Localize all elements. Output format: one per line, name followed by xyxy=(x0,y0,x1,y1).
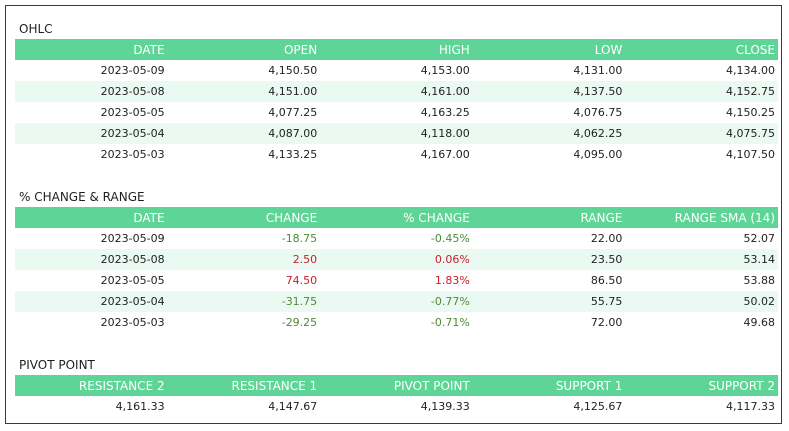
date-cell: 2023-05-04 xyxy=(15,291,168,312)
table-row: 2023-05-05 4,077.25 4,163.25 4,076.75 4,… xyxy=(15,102,778,123)
high-cell: 4,118.00 xyxy=(320,123,473,144)
ohlc-header-open[interactable]: OPEN xyxy=(167,39,321,60)
table-row: 2023-05-05 74.50 1.83% 86.50 53.88 xyxy=(15,270,778,291)
table-row: 2023-05-03 4,133.25 4,167.00 4,095.00 4,… xyxy=(15,144,778,165)
market-data-panel: OHLC DATE OPEN HIGH LOW CLOSE 2023-05-09… xyxy=(5,5,782,424)
table-row: 2023-05-08 4,151.00 4,161.00 4,137.50 4,… xyxy=(15,81,778,102)
low-cell: 4,095.00 xyxy=(573,148,623,161)
table-row: 2023-05-04 4,087.00 4,118.00 4,062.25 4,… xyxy=(15,123,778,144)
pivot-header-support-2[interactable]: SUPPORT 2 xyxy=(625,375,778,396)
open-cell: 4,133.25 xyxy=(268,148,318,161)
change-header-pct-change[interactable]: % CHANGE xyxy=(320,207,473,228)
range-sma-cell: 50.02 xyxy=(625,291,778,312)
resistance-2-cell: 4,161.33 xyxy=(115,400,165,413)
range-cell: 55.75 xyxy=(472,291,626,312)
change-header-range-sma[interactable]: RANGE SMA (14) xyxy=(625,207,778,228)
range-cell: 86.50 xyxy=(590,274,623,287)
close-cell: 4,150.25 xyxy=(726,106,775,119)
date-cell: 2023-05-08 xyxy=(15,81,168,102)
date-cell: 2023-05-09 xyxy=(100,64,165,77)
table-row: 2023-05-03 -29.25 -0.71% 72.00 49.68 xyxy=(15,312,778,333)
pivot-header-support-1[interactable]: SUPPORT 1 xyxy=(472,375,626,396)
high-cell: 4,167.00 xyxy=(420,148,470,161)
high-cell: 4,163.25 xyxy=(420,106,470,119)
close-cell: 4,134.00 xyxy=(726,64,775,77)
pct-change-cell: -0.71% xyxy=(430,316,470,329)
support-2-cell: 4,117.33 xyxy=(726,400,775,413)
open-cell: 4,077.25 xyxy=(268,106,318,119)
table-row: 4,161.33 4,147.67 4,139.33 4,125.67 4,11… xyxy=(15,396,778,417)
pivot-header-resistance-1[interactable]: RESISTANCE 1 xyxy=(167,375,321,396)
ohlc-section: OHLC DATE OPEN HIGH LOW CLOSE 2023-05-09… xyxy=(15,19,778,165)
low-cell: 4,137.50 xyxy=(472,81,626,102)
close-cell: 4,075.75 xyxy=(625,123,778,144)
pivot-section: PIVOT POINT RESISTANCE 2 RESISTANCE 1 PI… xyxy=(15,355,778,417)
open-cell: 4,087.00 xyxy=(167,123,321,144)
table-row: 2023-05-08 2.50 0.06% 23.50 53.14 xyxy=(15,249,778,270)
close-cell: 4,152.75 xyxy=(625,81,778,102)
range-cell: 23.50 xyxy=(472,249,626,270)
support-1-cell: 4,125.67 xyxy=(573,400,623,413)
ohlc-header-high[interactable]: HIGH xyxy=(320,39,473,60)
change-cell: -18.75 xyxy=(281,232,318,245)
change-range-title: % CHANGE & RANGE xyxy=(19,190,145,204)
close-cell: 4,107.50 xyxy=(726,148,775,161)
open-cell: 4,150.50 xyxy=(268,64,318,77)
resistance-1-cell: 4,147.67 xyxy=(268,400,318,413)
high-cell: 4,153.00 xyxy=(420,64,470,77)
range-cell: 72.00 xyxy=(590,316,623,329)
pivot-header-resistance-2[interactable]: RESISTANCE 2 xyxy=(15,375,168,396)
ohlc-table: DATE OPEN HIGH LOW CLOSE 2023-05-09 4,15… xyxy=(15,39,778,165)
table-row: 2023-05-04 -31.75 -0.77% 55.75 50.02 xyxy=(15,291,778,312)
low-cell: 4,131.00 xyxy=(573,64,623,77)
date-cell: 2023-05-03 xyxy=(100,316,165,329)
range-cell: 22.00 xyxy=(590,232,623,245)
change-cell: 2.50 xyxy=(167,249,321,270)
date-cell: 2023-05-08 xyxy=(15,249,168,270)
low-cell: 4,076.75 xyxy=(573,106,623,119)
pct-change-cell: 1.83% xyxy=(434,274,470,287)
change-cell: 74.50 xyxy=(285,274,318,287)
pivot-table: RESISTANCE 2 RESISTANCE 1 PIVOT POINT SU… xyxy=(15,375,778,417)
date-cell: 2023-05-09 xyxy=(100,232,165,245)
ohlc-header-low[interactable]: LOW xyxy=(472,39,626,60)
ohlc-header-close[interactable]: CLOSE xyxy=(625,39,778,60)
change-range-header-row: DATE CHANGE % CHANGE RANGE RANGE SMA (14… xyxy=(15,207,778,228)
pct-change-cell: -0.77% xyxy=(320,291,473,312)
ohlc-header-row: DATE OPEN HIGH LOW CLOSE xyxy=(15,39,778,60)
change-range-section: % CHANGE & RANGE DATE CHANGE % CHANGE RA… xyxy=(15,187,778,333)
date-cell: 2023-05-03 xyxy=(100,148,165,161)
range-sma-cell: 53.88 xyxy=(743,274,776,287)
pivot-title: PIVOT POINT xyxy=(19,358,95,372)
change-range-table: DATE CHANGE % CHANGE RANGE RANGE SMA (14… xyxy=(15,207,778,333)
date-cell: 2023-05-04 xyxy=(15,123,168,144)
low-cell: 4,062.25 xyxy=(472,123,626,144)
open-cell: 4,151.00 xyxy=(167,81,321,102)
table-row: 2023-05-09 4,150.50 4,153.00 4,131.00 4,… xyxy=(15,60,778,81)
change-cell: -31.75 xyxy=(167,291,321,312)
range-sma-cell: 52.07 xyxy=(743,232,776,245)
pivot-header-row: RESISTANCE 2 RESISTANCE 1 PIVOT POINT SU… xyxy=(15,375,778,396)
ohlc-header-date[interactable]: DATE xyxy=(15,39,168,60)
high-cell: 4,161.00 xyxy=(320,81,473,102)
pct-change-cell: 0.06% xyxy=(320,249,473,270)
ohlc-title: OHLC xyxy=(19,22,53,36)
pct-change-cell: -0.45% xyxy=(430,232,470,245)
pivot-point-cell: 4,139.33 xyxy=(420,400,470,413)
change-header-range[interactable]: RANGE xyxy=(472,207,626,228)
date-cell: 2023-05-05 xyxy=(100,106,165,119)
pivot-header-pivot-point[interactable]: PIVOT POINT xyxy=(320,375,473,396)
range-sma-cell: 49.68 xyxy=(743,316,776,329)
range-sma-cell: 53.14 xyxy=(625,249,778,270)
change-header-change[interactable]: CHANGE xyxy=(167,207,321,228)
date-cell: 2023-05-05 xyxy=(100,274,165,287)
change-header-date[interactable]: DATE xyxy=(15,207,168,228)
change-cell: -29.25 xyxy=(281,316,318,329)
table-row: 2023-05-09 -18.75 -0.45% 22.00 52.07 xyxy=(15,228,778,249)
